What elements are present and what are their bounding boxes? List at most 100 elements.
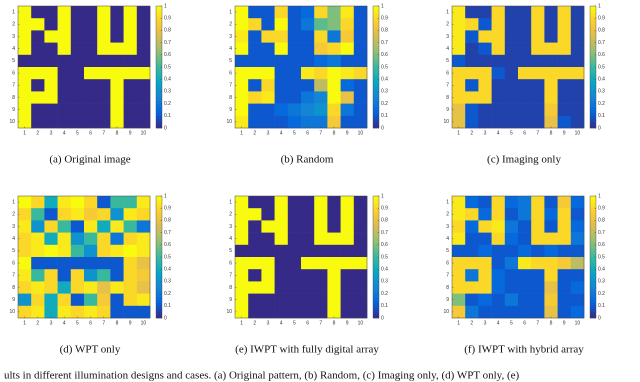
heatmap-cell: [531, 115, 545, 129]
colorbar-segment: [373, 103, 379, 107]
colorbar-segment: [156, 247, 162, 252]
colorbar-segment: [590, 314, 596, 319]
heatmap-cell: [84, 30, 98, 43]
heatmap-cell: [110, 115, 124, 129]
colorbar-segment: [590, 260, 596, 264]
heatmap-cell: [478, 269, 492, 282]
heatmap-cell: [544, 244, 558, 258]
heatmap-cell: [314, 269, 328, 282]
heatmap-cell: [97, 30, 111, 43]
heatmap-cell: [44, 91, 58, 104]
heatmap-cell: [235, 67, 249, 80]
colorbar-tick-label: 0.5: [598, 64, 605, 70]
heatmap-cell: [235, 196, 249, 209]
y-tick-label: 8: [12, 95, 15, 101]
heatmap-cell: [84, 220, 98, 233]
y-tick-label: 8: [12, 285, 15, 291]
heatmap-cell: [44, 244, 58, 258]
heatmap-cell: [18, 30, 32, 43]
heatmap-cell: [261, 115, 275, 129]
colorbar-segment: [156, 299, 162, 304]
colorbar-tick-label: 0.5: [598, 254, 605, 260]
x-tick-label: 3: [484, 320, 487, 326]
x-tick-label: 8: [333, 320, 336, 326]
heatmap-cell: [544, 220, 558, 233]
heatmap-cell: [274, 79, 289, 92]
colorbar-segment: [373, 85, 379, 89]
heatmap-cell: [84, 232, 98, 246]
heatmap-cell: [452, 30, 466, 43]
heatmap-cell: [301, 305, 315, 319]
heatmap-cell: [97, 6, 111, 19]
colorbar-tick-label: 0.2: [598, 291, 605, 297]
heatmap-cell: [261, 269, 275, 282]
heatmap-cell: [570, 103, 585, 117]
heatmap-cell: [248, 42, 262, 56]
heatmap-cell: [57, 79, 72, 92]
heatmap-cell: [570, 54, 585, 68]
heatmap-cell: [340, 18, 355, 31]
heatmap-cell: [235, 269, 249, 282]
heatmap-cell: [518, 30, 532, 43]
colorbar-tick-label: 0.1: [164, 303, 171, 309]
heatmap-cell: [465, 30, 479, 43]
heatmap-cell: [478, 232, 492, 246]
heatmap-cell: [570, 232, 585, 246]
colorbar-tick-label: 0.8: [381, 28, 388, 34]
heatmap-cell: [31, 196, 45, 209]
colorbar-tick-label: 0.1: [381, 303, 388, 309]
colorbar-segment: [156, 27, 162, 31]
colorbar-segment: [373, 18, 379, 22]
colorbar-segment: [590, 30, 596, 34]
heatmap-cell: [531, 196, 545, 209]
heatmap-cell: [287, 42, 302, 56]
heatmap-cell: [84, 91, 98, 104]
heatmap-cell: [70, 18, 85, 31]
heatmap-cell: [478, 103, 492, 117]
colorbar-segment: [156, 33, 162, 37]
heatmap-cell: [452, 244, 466, 258]
heatmap-cell: [465, 18, 479, 31]
colorbar-segment: [373, 106, 379, 110]
colorbar-segment: [373, 15, 379, 19]
colorbar-tick-label: 0.6: [381, 242, 388, 248]
colorbar-segment: [373, 238, 379, 243]
colorbar-tick-label: 0.5: [381, 254, 388, 260]
colorbar-tick-label: 1: [598, 3, 601, 9]
heatmap-cell: [70, 30, 85, 43]
colorbar-segment: [373, 27, 379, 31]
heatmap-cell: [314, 220, 328, 233]
y-tick-label: 3: [12, 224, 15, 230]
heatmap-cell: [452, 293, 466, 307]
heatmap-cell: [465, 54, 479, 68]
heatmap-cell: [70, 305, 85, 319]
colorbar-segment: [156, 57, 162, 62]
heatmap-cell: [353, 103, 368, 117]
colorbar-segment: [590, 76, 596, 80]
heatmap-cell: [452, 281, 466, 294]
heatmap-cell: [518, 103, 532, 117]
colorbar-tick-label: 0: [164, 125, 167, 131]
heatmap-cell: [248, 79, 262, 92]
heatmap-cell: [327, 269, 341, 282]
colorbar-segment: [156, 91, 162, 95]
colorbar-segment: [590, 196, 596, 200]
heatmap-cell: [136, 196, 151, 209]
y-tick-label: 1: [12, 199, 15, 205]
heatmap-cell: [465, 269, 479, 282]
colorbar-segment: [590, 118, 596, 123]
heatmap-cell: [531, 220, 545, 233]
heatmap-cell: [110, 257, 124, 270]
x-tick-label: 6: [523, 320, 526, 326]
heatmap-cell: [136, 91, 151, 104]
colorbar-segment: [373, 247, 379, 252]
y-tick-label: 7: [12, 273, 15, 279]
colorbar-segment: [590, 18, 596, 22]
heatmap-cell: [261, 305, 275, 319]
colorbar-segment: [156, 60, 162, 65]
colorbar-segment: [156, 235, 162, 239]
heatmap-cell: [531, 232, 545, 246]
heatmap-cell: [557, 281, 572, 294]
colorbar-tick-label: 0: [598, 125, 601, 131]
heatmap-cell: [287, 54, 302, 68]
